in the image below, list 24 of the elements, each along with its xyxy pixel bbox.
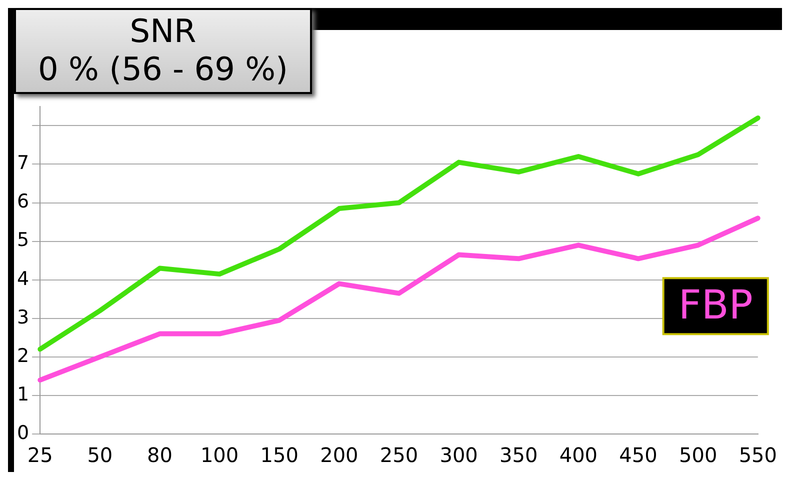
y-tick-label: 7 bbox=[16, 152, 30, 174]
series-label: FBP bbox=[678, 282, 753, 329]
x-tick-label: 500 bbox=[679, 443, 718, 468]
x-tick-label: 350 bbox=[500, 443, 538, 468]
y-tick-label: 1 bbox=[16, 383, 30, 406]
x-tick-label: 150 bbox=[260, 443, 298, 468]
y-tick-label: 2 bbox=[16, 344, 30, 367]
x-tick-label: 250 bbox=[380, 443, 418, 468]
x-tick-label: 300 bbox=[440, 443, 478, 468]
x-tick-label: 25 bbox=[27, 443, 53, 468]
x-tick-label: 50 bbox=[87, 443, 113, 468]
x-tick-label: 200 bbox=[320, 443, 358, 468]
chart-subtitle: 0 % (56 - 69 %) bbox=[38, 50, 288, 88]
y-tick-label: 4 bbox=[16, 268, 30, 290]
y-tick-label: 3 bbox=[16, 306, 30, 328]
x-tick-label: 100 bbox=[200, 443, 239, 468]
chart-title: SNR bbox=[128, 12, 198, 50]
x-tick-label: 550 bbox=[738, 443, 778, 468]
y-tick-label: 6 bbox=[16, 190, 30, 213]
y-tick-label: 5 bbox=[16, 229, 30, 252]
x-tick-label: 450 bbox=[619, 443, 658, 468]
x-tick-label: 400 bbox=[559, 443, 598, 468]
x-tick-label: 80 bbox=[147, 443, 172, 468]
y-tick-label: 0 bbox=[16, 422, 30, 444]
